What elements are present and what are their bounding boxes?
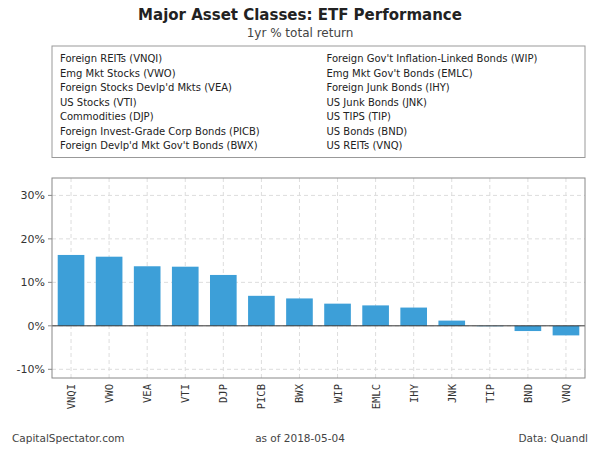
legend-text: US Stocks (VTI) [60,97,137,108]
x-tick-label: BND [522,384,534,403]
legend-text: US Junk Bonds (JNK) [327,97,427,108]
legend-box [52,46,585,158]
x-grid-line [299,178,300,378]
x-tick-label: IHY [408,383,420,403]
x-tick-label: JNK [446,383,458,403]
legend-text: Foreign Junk Bonds (IHY) [327,82,450,93]
x-grid-line [375,178,376,378]
footer-text: as of 2018-05-04 [255,432,345,444]
y-grid-line [52,369,585,370]
y-tick-label: 0% [28,320,45,333]
legend-text: Commodities (DJP) [60,111,154,122]
bar [438,321,465,326]
y-tick-label: 10% [21,276,45,289]
legend-text: Foreign Stocks Devlp'd Mkts (VEA) [60,82,232,93]
bar [96,257,123,326]
y-grid-line [52,325,585,326]
legend-text: Foreign REITs (VNQI) [60,53,162,64]
zero-line [52,325,585,326]
legend-text: US Bonds (BND) [327,126,408,137]
x-tick-label: VNQI [65,384,77,409]
y-grid-line [52,282,585,283]
bar [286,298,313,325]
y-tick [48,369,52,370]
bar [134,266,161,326]
x-grid-line [527,178,528,378]
x-tick-label: BWX [293,383,305,403]
y-tick-label: -10% [17,363,45,376]
y-tick-label: 20% [21,233,45,246]
legend-text: Emg Mkt Gov't Bonds (EMLC) [327,68,473,79]
bar [172,267,199,326]
legend-text: Foreign Invest-Grade Corp Bonds (PICB) [60,126,260,137]
y-tick [48,195,52,196]
bar [324,304,351,326]
footer-text: Data: Quandl [518,432,588,444]
grid [52,178,585,378]
x-tick-label: EMLC [370,384,382,409]
x-grid-line [451,178,452,378]
x-tick-label: VWO [103,384,115,403]
legend-text: US REITs (VNQ) [327,140,403,151]
bar [553,326,580,336]
legend-text: Foreign Devlp'd Mkt Gov't Bonds (BWX) [60,140,258,151]
footer-text: CapitalSpectator.com [12,432,125,444]
x-grid-line [565,178,566,378]
x-grid-line [261,178,262,378]
chart-container: Major Asset Classes: ETF Performance 1yr … [0,0,600,450]
bar [515,326,542,331]
x-tick-label: VTI [179,384,191,403]
y-grid-line [52,195,585,196]
subtitle: 1yr % total return [247,26,354,40]
x-grid-line [489,178,490,378]
x-tick-label: VNQ [560,384,572,403]
x-tick-label: TIP [484,384,496,403]
x-tick-label: DJP [217,384,229,403]
x-grid-line [413,178,414,378]
x-tick-label: VEA [141,383,153,403]
y-tick [48,325,52,326]
y-tick [48,238,52,239]
bar [210,275,237,326]
bar [248,296,275,326]
chart-svg: Major Asset Classes: ETF Performance 1yr … [0,0,600,450]
x-tick-label: WIP [332,384,344,403]
y-grid-line [52,238,585,239]
bars [58,255,580,335]
y-tick [48,282,52,283]
bar [58,255,85,326]
plot-frame [52,178,585,378]
x-tick-label: PICB [255,384,267,409]
y-tick-label: 30% [21,189,45,202]
bar [362,305,389,325]
x-grid-line [337,178,338,378]
legend-text: Emg Mkt Stocks (VWO) [60,68,176,79]
bar [400,308,427,326]
legend-text: US TIPS (TIP) [327,111,391,122]
title: Major Asset Classes: ETF Performance [138,6,462,24]
legend-text: Foreign Gov't Inflation-Linked Bonds (WI… [327,53,538,64]
